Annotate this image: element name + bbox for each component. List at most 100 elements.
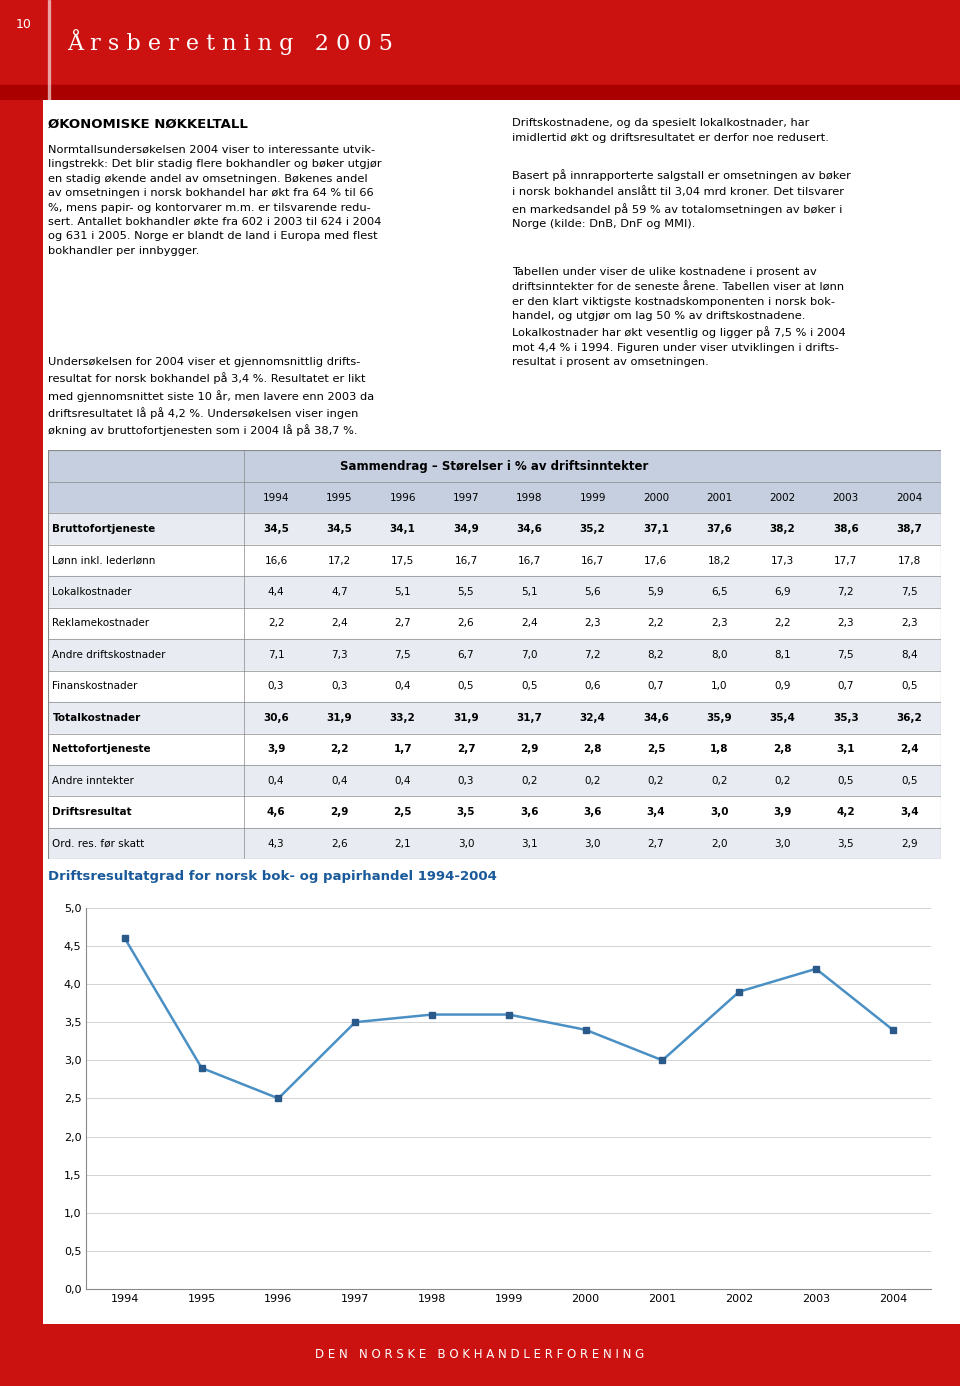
Text: Reklamekostnader: Reklamekostnader	[53, 618, 150, 628]
Text: 0,2: 0,2	[648, 776, 664, 786]
Text: 2002: 2002	[769, 492, 796, 503]
Text: 17,2: 17,2	[327, 556, 351, 565]
Text: 2,3: 2,3	[711, 618, 728, 628]
Bar	[0, 85, 960, 100]
Text: 16,6: 16,6	[264, 556, 288, 565]
Text: 38,2: 38,2	[770, 524, 796, 534]
Text: 2,2: 2,2	[774, 618, 791, 628]
Text: 2,4: 2,4	[331, 618, 348, 628]
Text: Normtallsundersøkelsen 2004 viser to interessante utvik-
lingstrekk: Det blir st: Normtallsundersøkelsen 2004 viser to int…	[48, 146, 382, 256]
Text: 2,7: 2,7	[395, 618, 411, 628]
Text: 16,7: 16,7	[581, 556, 604, 565]
Text: 34,5: 34,5	[263, 524, 289, 534]
Text: 0,2: 0,2	[521, 776, 538, 786]
Text: 3,0: 3,0	[458, 839, 474, 848]
Text: 3,6: 3,6	[584, 807, 602, 818]
Bar	[48, 797, 941, 827]
Text: 7,5: 7,5	[395, 650, 411, 660]
Text: Tabellen under viser de ulike kostnadene i prosent av
driftsinntekter for de sen: Tabellen under viser de ulike kostnadene…	[513, 267, 846, 367]
Text: 0,3: 0,3	[268, 682, 284, 692]
Text: 2,6: 2,6	[331, 839, 348, 848]
Text: 34,6: 34,6	[516, 524, 542, 534]
Text: 35,3: 35,3	[833, 712, 858, 722]
Bar	[48, 0, 50, 100]
Text: 7,2: 7,2	[585, 650, 601, 660]
Bar	[48, 671, 941, 703]
Text: Undersøkelsen for 2004 viser et gjennomsnittlig drifts-
resultat for norsk bokha: Undersøkelsen for 2004 viser et gjennoms…	[48, 356, 374, 437]
Text: 2,2: 2,2	[268, 618, 284, 628]
Text: 2,0: 2,0	[711, 839, 728, 848]
Text: 0,5: 0,5	[521, 682, 538, 692]
Text: 10: 10	[16, 18, 32, 30]
Text: 2,5: 2,5	[394, 807, 412, 818]
Text: 1994: 1994	[263, 492, 289, 503]
Text: 3,1: 3,1	[521, 839, 538, 848]
Bar	[48, 482, 941, 513]
Text: 2,5: 2,5	[647, 744, 665, 754]
Text: 17,8: 17,8	[898, 556, 921, 565]
Text: 35,2: 35,2	[580, 524, 606, 534]
Text: 6,7: 6,7	[458, 650, 474, 660]
Text: Lokalkostnader: Lokalkostnader	[53, 588, 132, 597]
Text: 0,2: 0,2	[711, 776, 728, 786]
Bar	[48, 545, 941, 577]
Text: 5,1: 5,1	[521, 588, 538, 597]
Text: 0,4: 0,4	[268, 776, 284, 786]
Text: 2,2: 2,2	[648, 618, 664, 628]
Text: 7,3: 7,3	[331, 650, 348, 660]
Text: 3,0: 3,0	[585, 839, 601, 848]
Text: Driftsresultat: Driftsresultat	[53, 807, 132, 818]
Text: 2,4: 2,4	[900, 744, 919, 754]
Text: 1,0: 1,0	[711, 682, 728, 692]
Text: 3,5: 3,5	[457, 807, 475, 818]
Bar	[48, 827, 941, 859]
Text: 5,1: 5,1	[395, 588, 411, 597]
Text: ØKONOMISKE NØKKELTALL: ØKONOMISKE NØKKELTALL	[48, 118, 248, 132]
Text: 32,4: 32,4	[580, 712, 606, 722]
Text: 0,3: 0,3	[458, 776, 474, 786]
Text: Driftskostnadene, og da spesielt lokalkostnader, har
imidlertid økt og driftsres: Driftskostnadene, og da spesielt lokalko…	[513, 118, 829, 143]
Text: 3,0: 3,0	[710, 807, 729, 818]
Text: Andre driftskostnader: Andre driftskostnader	[53, 650, 166, 660]
Text: 37,1: 37,1	[643, 524, 669, 534]
Text: 1,8: 1,8	[710, 744, 729, 754]
Text: 0,6: 0,6	[585, 682, 601, 692]
Text: 17,3: 17,3	[771, 556, 794, 565]
Text: 18,2: 18,2	[708, 556, 731, 565]
Text: Basert på innrapporterte salgstall er omsetningen av bøker
i norsk bokhandel ans: Basert på innrapporterte salgstall er om…	[513, 169, 852, 229]
Bar	[48, 703, 941, 733]
Text: Å r s b e r e t n i n g   2 0 0 5: Å r s b e r e t n i n g 2 0 0 5	[67, 29, 393, 55]
Text: 3,9: 3,9	[774, 807, 792, 818]
Text: 2001: 2001	[707, 492, 732, 503]
Text: 5,9: 5,9	[648, 588, 664, 597]
Text: Ord. res. før skatt: Ord. res. før skatt	[53, 839, 145, 848]
Text: 4,6: 4,6	[267, 807, 285, 818]
Text: 0,4: 0,4	[331, 776, 348, 786]
Text: 0,4: 0,4	[395, 682, 411, 692]
Text: 38,6: 38,6	[833, 524, 858, 534]
Text: 0,7: 0,7	[837, 682, 854, 692]
Text: 17,6: 17,6	[644, 556, 667, 565]
Text: 2,8: 2,8	[584, 744, 602, 754]
Text: 2,3: 2,3	[900, 618, 918, 628]
Text: 4,3: 4,3	[268, 839, 284, 848]
Text: 0,5: 0,5	[900, 776, 918, 786]
Text: 7,2: 7,2	[837, 588, 854, 597]
Text: 7,1: 7,1	[268, 650, 284, 660]
Text: 2004: 2004	[896, 492, 923, 503]
Text: 0,5: 0,5	[458, 682, 474, 692]
Text: 31,9: 31,9	[453, 712, 479, 722]
Text: 4,7: 4,7	[331, 588, 348, 597]
Text: Sammendrag – Størelser i % av driftsinntekter: Sammendrag – Størelser i % av driftsinnt…	[340, 460, 649, 473]
Text: 34,6: 34,6	[643, 712, 669, 722]
Text: 2,6: 2,6	[458, 618, 474, 628]
Bar	[48, 513, 941, 545]
Text: 3,6: 3,6	[520, 807, 539, 818]
Bar	[48, 450, 941, 482]
Text: 7,5: 7,5	[900, 588, 918, 597]
Text: 2,9: 2,9	[520, 744, 539, 754]
Text: 17,7: 17,7	[834, 556, 857, 565]
Text: 35,4: 35,4	[770, 712, 796, 722]
Text: 37,6: 37,6	[707, 524, 732, 534]
Text: Andre inntekter: Andre inntekter	[53, 776, 134, 786]
